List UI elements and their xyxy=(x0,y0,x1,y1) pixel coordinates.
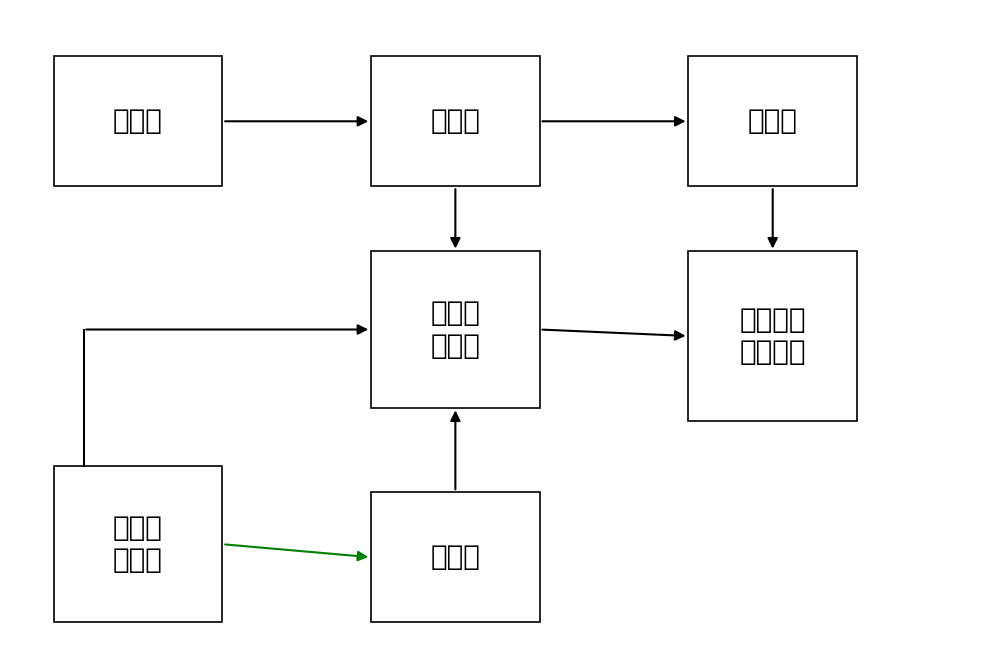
Text: 位置调
整机构: 位置调 整机构 xyxy=(113,514,163,575)
Text: 定磁铁: 定磁铁 xyxy=(430,543,480,571)
Bar xyxy=(688,56,857,186)
Bar xyxy=(54,466,222,622)
Bar xyxy=(371,492,540,622)
Text: 测速仪: 测速仪 xyxy=(748,107,798,135)
Text: 动力源: 动力源 xyxy=(113,107,163,135)
Text: 测试点
传感器: 测试点 传感器 xyxy=(430,299,480,360)
Bar xyxy=(688,252,857,420)
Text: 动态性能
分析系统: 动态性能 分析系统 xyxy=(739,306,806,366)
Bar xyxy=(54,56,222,186)
Bar xyxy=(371,56,540,186)
Text: 动磁铁: 动磁铁 xyxy=(430,107,480,135)
Bar xyxy=(371,252,540,407)
